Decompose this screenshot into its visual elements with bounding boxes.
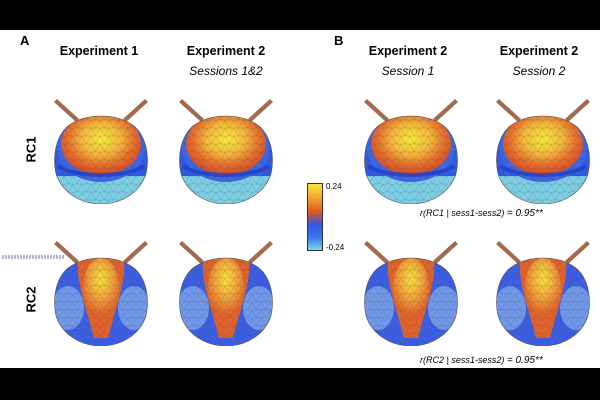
topomap-rc2-exp2-session1-svg <box>364 241 458 347</box>
topomap-rc1-exp2-session1 <box>356 96 466 205</box>
topomap-rc2-exp1-svg <box>54 241 148 347</box>
topomap-rc1-exp2-sessions12 <box>171 96 281 205</box>
topomap-rc2-exp2-sessions12-svg <box>179 241 273 347</box>
topomap-rc1-exp2-sessions12-svg <box>179 99 273 205</box>
col-title-exp2-combined: Experiment 2 <box>186 44 266 58</box>
row-label-rc1: RC1 <box>23 136 39 163</box>
panel-b-letter: B <box>334 33 344 48</box>
col-subtitle-sessions12: Sessions 1&2 <box>189 64 263 78</box>
topomap-rc1-exp2-session2 <box>488 96 598 205</box>
correlation-rc2: r(RC2 | sess1-sess2) = 0.95** <box>420 355 543 366</box>
col-subtitle-session1: Session 1 <box>381 64 435 78</box>
topomap-rc2-exp2-session1 <box>356 238 466 347</box>
col-title-exp2-s2: Experiment 2 <box>499 44 579 58</box>
row-label-rc2: RC2 <box>23 286 39 313</box>
correlation-rc2-label: r(RC2 | sess1-sess2) <box>420 355 505 365</box>
topomap-rc1-exp2-session2-svg <box>496 99 590 205</box>
col-title-exp2-s1: Experiment 2 <box>368 44 448 58</box>
colorbar-min-label: -0.24 <box>326 243 345 252</box>
topomap-rc1-exp2-session1-svg <box>364 99 458 205</box>
correlation-rc1: r(RC1 | sess1-sess2) = 0.95** <box>420 208 543 219</box>
topomap-rc2-exp2-session2-svg <box>496 241 590 347</box>
scan-artifact <box>2 255 64 259</box>
correlation-rc1-label: r(RC1 | sess1-sess2) <box>420 208 505 218</box>
col-subtitle-session2: Session 2 <box>512 64 566 78</box>
panel-a-letter: A <box>20 33 30 48</box>
correlation-rc1-value: = 0.95** <box>506 208 543 219</box>
topomap-rc1-exp1 <box>46 96 156 205</box>
topomap-rc2-exp2-session2 <box>488 238 598 347</box>
colorbar-max-label: 0.24 <box>326 182 342 191</box>
figure-panel: A B Experiment 1 Experiment 2 Sessions 1… <box>0 30 600 368</box>
topomap-rc1-exp1-svg <box>54 99 148 205</box>
colorbar <box>307 183 323 251</box>
topomap-rc2-exp2-sessions12 <box>171 238 281 347</box>
correlation-rc2-value: = 0.95** <box>506 355 543 366</box>
col-title-exp1: Experiment 1 <box>59 44 139 58</box>
topomap-rc2-exp1 <box>46 238 156 347</box>
